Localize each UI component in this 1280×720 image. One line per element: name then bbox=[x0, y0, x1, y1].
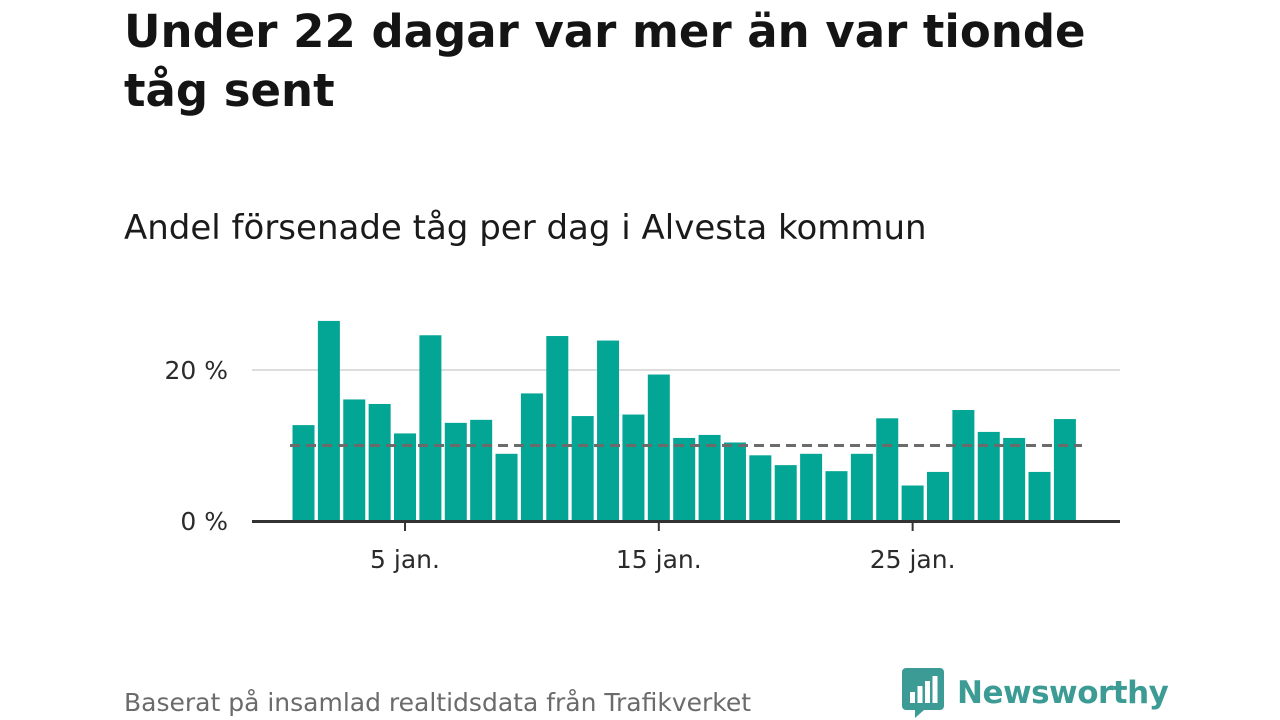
bar bbox=[394, 433, 417, 521]
bar bbox=[952, 410, 975, 521]
bar bbox=[876, 418, 899, 521]
bar bbox=[317, 320, 340, 521]
bar bbox=[520, 393, 543, 521]
chart-subtitle: Andel försenade tåg per dag i Alvesta ko… bbox=[124, 208, 927, 248]
bar bbox=[292, 425, 315, 521]
bar bbox=[1053, 419, 1076, 521]
bar bbox=[723, 442, 746, 521]
bar bbox=[850, 453, 873, 521]
bar bbox=[470, 419, 493, 521]
bar bbox=[800, 453, 823, 521]
bar bbox=[749, 455, 772, 521]
bar bbox=[597, 340, 620, 521]
bar bbox=[343, 399, 366, 521]
bar bbox=[673, 437, 696, 521]
bar bbox=[368, 403, 391, 521]
bar bbox=[1003, 437, 1026, 521]
bars bbox=[292, 320, 1076, 521]
bar bbox=[495, 453, 518, 521]
x-tick-label: 25 jan. bbox=[870, 545, 956, 574]
bar bbox=[927, 471, 949, 521]
bar bbox=[571, 416, 594, 521]
bar bbox=[901, 485, 924, 521]
newsworthy-logo-icon bbox=[902, 668, 944, 718]
brand-logo: Newsworthy bbox=[902, 668, 1169, 718]
axes: 0 % 20 % 5 jan. 15 jan. 25 jan. bbox=[164, 356, 1120, 574]
x-tick-label: 5 jan. bbox=[370, 545, 440, 574]
y-tick-label: 20 % bbox=[164, 356, 228, 385]
bar bbox=[647, 374, 670, 521]
source-note: Baserat på insamlad realtidsdata från Tr… bbox=[124, 688, 752, 717]
y-tick-label: 0 % bbox=[180, 507, 228, 536]
bar bbox=[622, 414, 645, 521]
bar-chart: 0 % 20 % 5 jan. 15 jan. 25 jan. bbox=[164, 320, 1120, 574]
chart-title: Under 22 dagar var mer än var tionde tåg… bbox=[124, 5, 1086, 117]
bar bbox=[698, 434, 721, 521]
bar bbox=[546, 336, 569, 521]
brand-name: Newsworthy bbox=[957, 675, 1169, 711]
bar bbox=[419, 335, 442, 521]
bar bbox=[1028, 471, 1051, 521]
bar bbox=[825, 471, 848, 521]
bar bbox=[444, 422, 467, 521]
bar bbox=[774, 465, 797, 521]
bar bbox=[977, 431, 1000, 521]
x-tick-label: 15 jan. bbox=[616, 545, 702, 574]
